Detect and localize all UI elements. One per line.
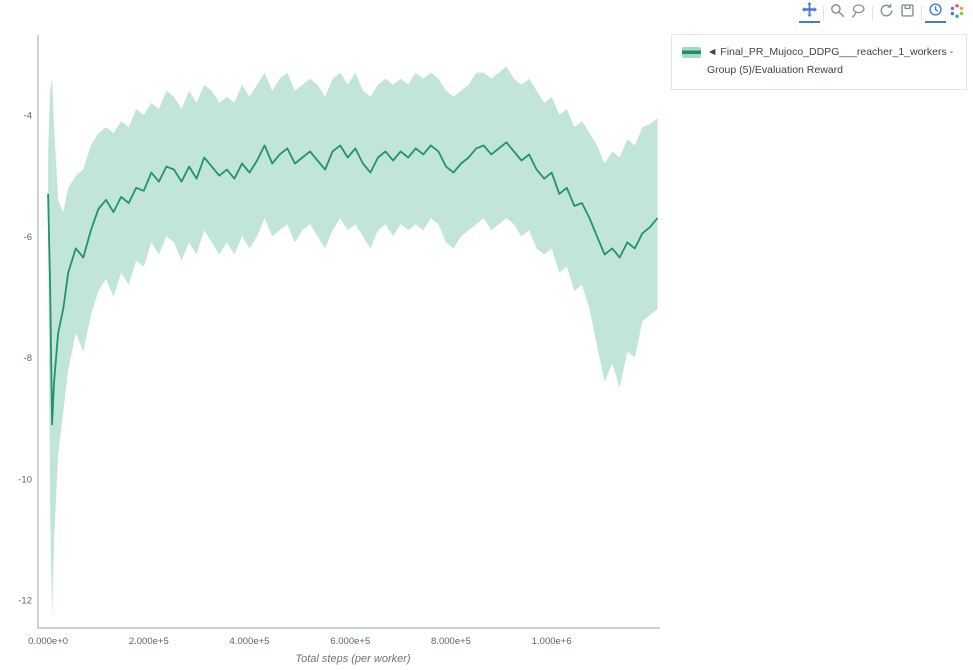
reset-axes-button[interactable] [876, 3, 897, 23]
y-tick-label: -8 [24, 353, 32, 364]
x-axis-title: Total steps (per worker) [295, 653, 411, 665]
pan-button[interactable] [799, 2, 820, 23]
pan-icon [802, 2, 817, 22]
modebar-separator [921, 5, 922, 21]
modebar-separator [872, 5, 873, 21]
legend-item[interactable]: ◄ Final_PR_Mujoco_DDPG___reacher_1_worke… [671, 34, 967, 90]
lasso-select-button[interactable] [848, 3, 869, 23]
x-tick-label: 1.000e+6 [532, 636, 572, 647]
x-tick-label: 0.000e+0 [28, 636, 68, 647]
plotly-logo-icon [949, 3, 965, 24]
box-zoom-button[interactable] [827, 3, 848, 23]
x-tick-label: 2.000e+5 [129, 636, 169, 647]
y-tick-label: -6 [24, 232, 32, 243]
modebar-separator [823, 5, 824, 21]
lasso-select-icon [851, 3, 866, 23]
plot-area[interactable]: 0.000e+0 2.000e+5 4.000e+5 6.000e+5 8.000e+5… [0, 0, 700, 670]
y-tick-label: -12 [18, 596, 32, 607]
x-tick-label: 4.000e+5 [230, 636, 270, 647]
reset-axes-icon [879, 3, 894, 23]
y-tick-label: -4 [24, 111, 32, 122]
mean-line [47, 141, 659, 426]
hover-mode-icon [928, 2, 943, 22]
x-tick-label: 6.000e+5 [330, 636, 370, 647]
legend-swatch [682, 47, 701, 58]
x-tick-label: 8.000e+5 [431, 636, 471, 647]
hover-mode-button[interactable] [925, 3, 946, 23]
snapshot-icon [900, 3, 915, 23]
plotly-logo-button[interactable] [946, 3, 967, 23]
box-zoom-icon [830, 3, 845, 23]
modebar [799, 2, 967, 23]
y-tick-label: -10 [18, 474, 32, 485]
snapshot-button[interactable] [897, 3, 918, 23]
legend-label: ◄ Final_PR_Mujoco_DDPG___reacher_1_worke… [707, 46, 954, 76]
confidence-band [48, 66, 658, 619]
